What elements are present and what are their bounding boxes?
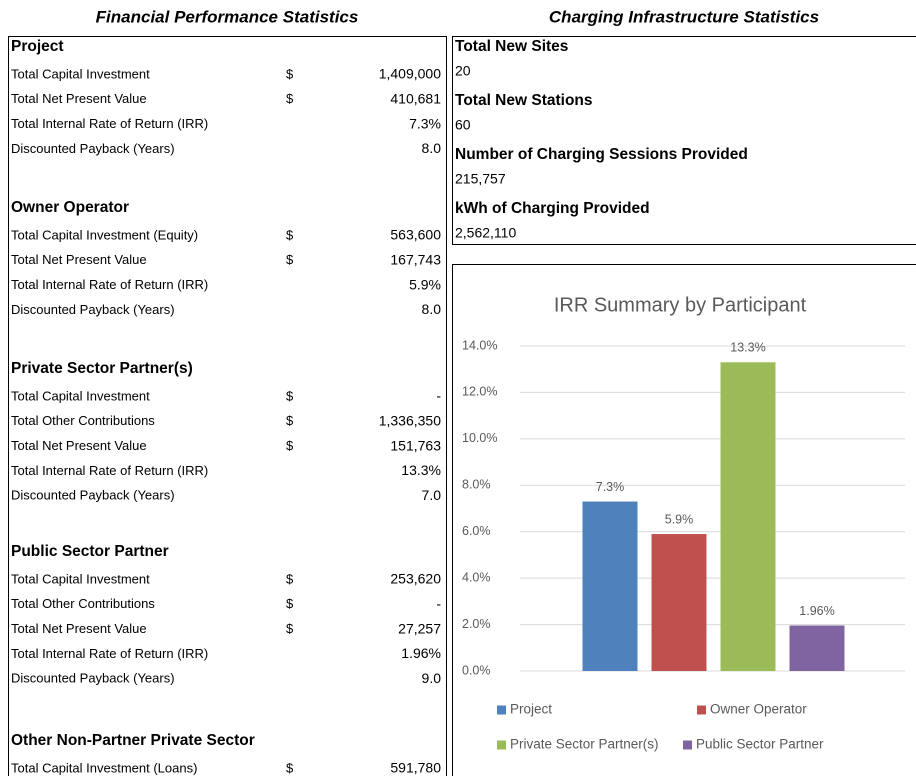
- stat-label: Total New Sites: [455, 38, 568, 55]
- stat-value: 60: [455, 117, 471, 133]
- stat-label: Number of Charging Sessions Provided: [455, 146, 748, 163]
- row-currency: $: [286, 621, 294, 636]
- y-tick-label: 14.0%: [462, 338, 497, 352]
- data-label: 1.96%: [799, 604, 834, 618]
- bar: [651, 534, 707, 671]
- row-label: Total Capital Investment: [11, 388, 150, 403]
- group-header: Other Non-Partner Private Sector: [11, 732, 255, 749]
- legend-label: Owner Operator: [710, 702, 807, 717]
- row-label: Total Internal Rate of Return (IRR): [11, 646, 208, 661]
- infrastructure-box: [452, 36, 916, 245]
- row-currency: $: [286, 596, 294, 611]
- legend-swatch: [683, 740, 692, 750]
- legend-swatch: [697, 705, 706, 715]
- row-value: 27,257: [398, 620, 441, 636]
- stat-label: kWh of Charging Provided: [455, 200, 650, 217]
- row-currency: $: [286, 66, 294, 81]
- row-currency: $: [286, 760, 294, 775]
- row-label: Total Internal Rate of Return (IRR): [11, 116, 208, 131]
- row-currency: $: [286, 227, 294, 242]
- row-label: Total Capital Investment: [11, 66, 150, 81]
- row-currency: $: [286, 413, 294, 428]
- row-label: Total Capital Investment (Equity): [11, 227, 198, 242]
- row-value: 7.0: [422, 487, 442, 503]
- bar: [720, 362, 776, 671]
- data-label: 7.3%: [596, 480, 625, 494]
- group-header: Owner Operator: [11, 199, 129, 216]
- row-label: Total Net Present Value: [11, 91, 147, 106]
- row-label: Total Internal Rate of Return (IRR): [11, 277, 208, 292]
- row-value: -: [436, 388, 441, 404]
- row-value: 8.0: [422, 301, 442, 317]
- y-tick-label: 2.0%: [462, 617, 491, 631]
- row-value: 563,600: [390, 227, 441, 243]
- row-label: Total Net Present Value: [11, 252, 147, 267]
- row-value: -: [436, 596, 441, 612]
- row-label: Total Net Present Value: [11, 621, 147, 636]
- row-currency: $: [286, 91, 294, 106]
- row-value: 1.96%: [401, 645, 441, 661]
- chart-title: IRR Summary by Participant: [554, 294, 807, 316]
- row-currency: $: [286, 571, 294, 586]
- data-label: 5.9%: [665, 512, 694, 526]
- row-currency: $: [286, 388, 294, 403]
- y-tick-label: 12.0%: [462, 385, 497, 399]
- row-label: Total Capital Investment (Loans): [11, 760, 197, 775]
- legend-label: Project: [510, 702, 552, 717]
- row-label: Discounted Payback (Years): [11, 488, 175, 503]
- row-currency: $: [286, 438, 294, 453]
- group-header: Private Sector Partner(s): [11, 360, 193, 377]
- y-tick-label: 4.0%: [462, 570, 491, 584]
- group-header: Project: [11, 38, 64, 55]
- legend-swatch: [497, 705, 506, 715]
- bar: [789, 625, 845, 671]
- row-label: Total Internal Rate of Return (IRR): [11, 463, 208, 478]
- row-value: 151,763: [390, 437, 441, 453]
- row-value: 1,409,000: [379, 66, 441, 82]
- row-value: 253,620: [390, 571, 441, 587]
- row-value: 167,743: [390, 252, 441, 268]
- infrastructure-title: Charging Infrastructure Statistics: [549, 7, 819, 26]
- legend-label: Private Sector Partner(s): [510, 737, 659, 752]
- row-label: Discounted Payback (Years): [11, 302, 175, 317]
- data-label: 13.3%: [730, 341, 765, 355]
- row-value: 5.9%: [409, 276, 441, 292]
- y-tick-label: 6.0%: [462, 524, 491, 538]
- row-currency: $: [286, 252, 294, 267]
- y-tick-label: 8.0%: [462, 478, 491, 492]
- row-value: 9.0: [422, 670, 442, 686]
- legend-swatch: [497, 740, 506, 750]
- row-label: Total Capital Investment: [11, 571, 150, 586]
- chart-box: [452, 264, 916, 776]
- row-value: 13.3%: [401, 462, 441, 478]
- group-header: Public Sector Partner: [11, 543, 169, 560]
- row-label: Discounted Payback (Years): [11, 671, 175, 686]
- bar: [582, 501, 638, 671]
- row-value: 591,780: [390, 760, 441, 776]
- stat-value: 20: [455, 63, 471, 79]
- row-label: Total Net Present Value: [11, 438, 147, 453]
- y-tick-label: 10.0%: [462, 431, 497, 445]
- row-value: 410,681: [390, 91, 441, 107]
- row-label: Total Other Contributions: [11, 596, 155, 611]
- row-label: Discounted Payback (Years): [11, 141, 175, 156]
- stat-value: 215,757: [455, 171, 506, 187]
- y-tick-label: 0.0%: [462, 663, 491, 677]
- row-label: Total Other Contributions: [11, 413, 155, 428]
- financial-box: [8, 36, 447, 776]
- stat-label: Total New Stations: [455, 92, 593, 109]
- row-value: 1,336,350: [379, 413, 441, 429]
- financial-title: Financial Performance Statistics: [96, 7, 359, 26]
- legend-label: Public Sector Partner: [696, 737, 824, 752]
- stat-value: 2,562,110: [455, 225, 516, 241]
- row-value: 8.0: [422, 140, 442, 156]
- row-value: 7.3%: [409, 115, 441, 131]
